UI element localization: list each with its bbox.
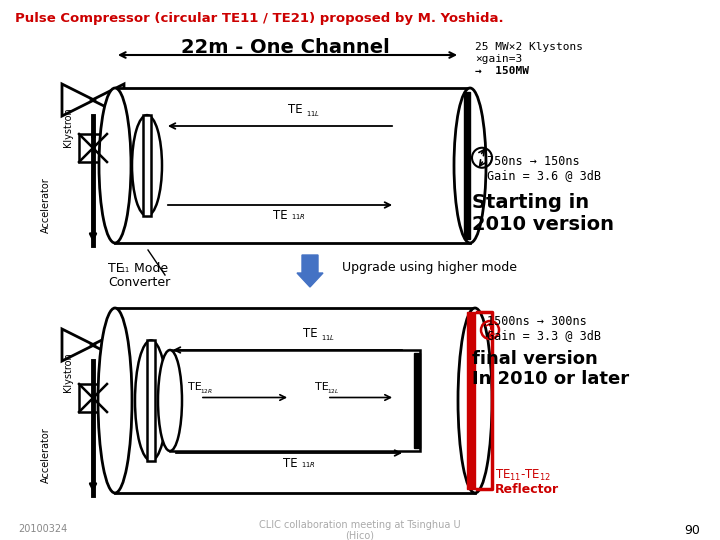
- Text: 20100324: 20100324: [18, 524, 67, 534]
- Text: TE: TE: [188, 382, 202, 393]
- Text: Gain = 3.6 @ 3dB: Gain = 3.6 @ 3dB: [487, 169, 601, 182]
- Text: $_{11R}$: $_{11R}$: [301, 460, 316, 470]
- Ellipse shape: [158, 350, 182, 451]
- Text: $_{11L}$: $_{11L}$: [321, 333, 335, 343]
- Text: 90: 90: [684, 524, 700, 537]
- Bar: [115, 308, 475, 493]
- Text: Klystron: Klystron: [63, 352, 73, 392]
- Ellipse shape: [458, 308, 492, 493]
- Bar: [147, 340, 155, 461]
- Text: Klystron: Klystron: [63, 107, 73, 147]
- Text: Reflector: Reflector: [495, 483, 559, 496]
- Text: 22m - One Channel: 22m - One Channel: [181, 38, 390, 57]
- Text: 25 MW×2 Klystons: 25 MW×2 Klystons: [475, 42, 583, 52]
- Text: (Hico): (Hico): [346, 531, 374, 540]
- Text: Accelerator: Accelerator: [41, 427, 51, 483]
- Ellipse shape: [135, 340, 167, 461]
- Bar: [115, 88, 470, 243]
- Text: TE: TE: [273, 209, 287, 222]
- Text: 1500ns → 300ns: 1500ns → 300ns: [487, 315, 587, 328]
- Text: Upgrade using higher mode: Upgrade using higher mode: [342, 260, 517, 273]
- Text: $_{11}$: $_{11}$: [120, 265, 130, 275]
- Ellipse shape: [454, 88, 486, 243]
- Text: final version: final version: [472, 350, 598, 368]
- Text: TE: TE: [108, 262, 124, 275]
- Ellipse shape: [98, 308, 132, 493]
- Text: $_{11R}$: $_{11R}$: [291, 212, 306, 222]
- Bar: [464, 92, 470, 239]
- Bar: [414, 353, 420, 448]
- Text: 2010 version: 2010 version: [472, 215, 614, 234]
- Text: $_{12L}$: $_{12L}$: [327, 387, 339, 395]
- Text: Gain = 3.3 @ 3dB: Gain = 3.3 @ 3dB: [487, 329, 601, 342]
- Text: Pulse Compressor (circular TE11 / TE21) proposed by M. Yoshida.: Pulse Compressor (circular TE11 / TE21) …: [15, 12, 503, 25]
- Bar: [467, 312, 475, 489]
- Text: $_{11L}$: $_{11L}$: [306, 109, 320, 119]
- Bar: [79, 384, 107, 412]
- Text: In 2010 or later: In 2010 or later: [472, 370, 629, 388]
- Text: TE: TE: [315, 382, 329, 393]
- Bar: [143, 115, 151, 216]
- Bar: [170, 350, 420, 451]
- Text: TE$_{11}$-TE$_{12}$: TE$_{11}$-TE$_{12}$: [495, 468, 552, 483]
- Text: Mode: Mode: [130, 262, 168, 275]
- Bar: [79, 134, 107, 162]
- Text: Starting in: Starting in: [472, 193, 589, 212]
- Text: TE: TE: [302, 327, 318, 340]
- Ellipse shape: [99, 88, 131, 243]
- Text: TE: TE: [288, 103, 302, 116]
- Text: Accelerator: Accelerator: [41, 177, 51, 233]
- Text: CLIC collaboration meeting at Tsinghua U: CLIC collaboration meeting at Tsinghua U: [259, 520, 461, 530]
- Text: 750ns → 150ns: 750ns → 150ns: [487, 155, 580, 168]
- Text: →  150MW: → 150MW: [475, 66, 529, 76]
- Text: TE: TE: [283, 457, 297, 470]
- Text: $_{12R}$: $_{12R}$: [200, 387, 213, 395]
- FancyArrow shape: [297, 255, 323, 287]
- Ellipse shape: [132, 115, 162, 216]
- Text: ×gain=3: ×gain=3: [475, 54, 522, 64]
- Text: Converter: Converter: [108, 276, 170, 289]
